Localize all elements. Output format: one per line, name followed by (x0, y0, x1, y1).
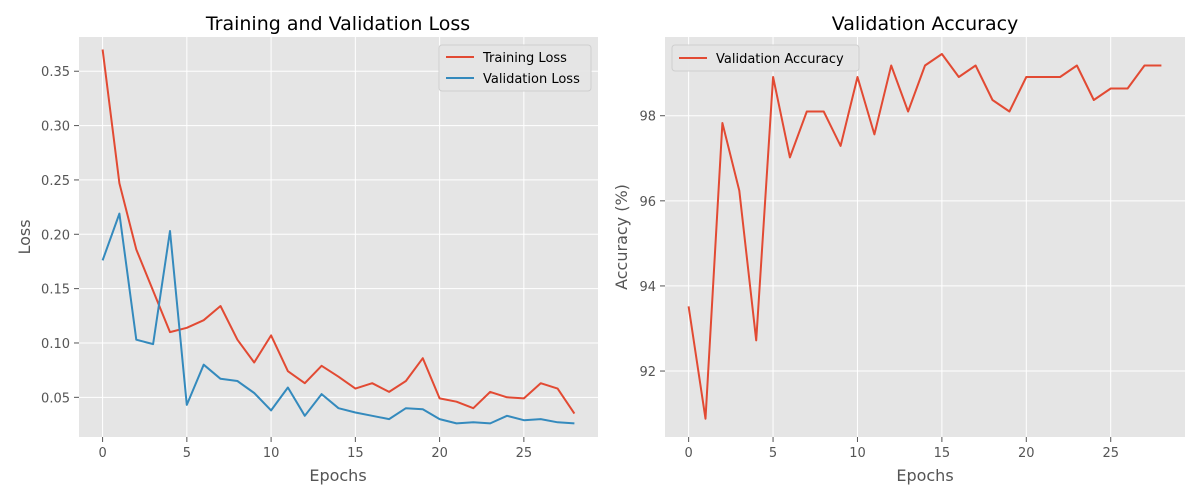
legend-label-validation-loss: Validation Loss (483, 72, 580, 87)
y-tick-label: 98 (639, 110, 656, 125)
legend: Training Loss Validation Loss (438, 44, 592, 92)
x-tick-label: 25 (516, 446, 533, 461)
x-tick-label: 10 (849, 446, 866, 461)
y-tick-label: 0.30 (41, 120, 70, 135)
chart-title: Validation Accuracy (832, 13, 1019, 35)
x-tick-label: 5 (183, 446, 191, 461)
x-tick-label: 0 (98, 446, 106, 461)
loss-chart: Training and Validation Loss 0 5 10 15 20 25 … (15, 13, 598, 485)
y-tick-label: 92 (639, 365, 656, 380)
y-tick-label: 0.15 (41, 283, 70, 298)
y-tick-label: 0.10 (41, 337, 70, 352)
legend: Validation Accuracy (671, 44, 860, 72)
y-axis-ticks: 92 94 96 98 (639, 110, 665, 380)
grid-lines (665, 37, 1185, 437)
x-tick-label: 5 (769, 446, 777, 461)
legend-box (671, 44, 860, 72)
y-tick-label: 0.25 (41, 174, 70, 189)
chart-title: Training and Validation Loss (205, 13, 470, 35)
series-line-validation-accuracy (687, 53, 1162, 420)
legend-label-validation-accuracy: Validation Accuracy (716, 52, 844, 67)
x-axis-ticks: 0 5 10 15 20 25 (684, 437, 1119, 461)
x-tick-label: 20 (431, 446, 448, 461)
y-tick-label: 96 (639, 195, 656, 210)
y-tick-label: 0.35 (41, 65, 70, 80)
series-line-training-loss (101, 49, 576, 415)
x-axis-label: Epochs (896, 466, 953, 485)
y-tick-label: 0.05 (41, 391, 70, 406)
plot-area (79, 37, 598, 437)
x-tick-label: 15 (347, 446, 364, 461)
x-tick-label: 0 (684, 446, 692, 461)
x-tick-label: 15 (934, 446, 951, 461)
x-tick-label: 20 (1018, 446, 1035, 461)
y-axis-label: Loss (15, 219, 34, 254)
x-axis-label: Epochs (309, 466, 366, 485)
x-tick-label: 25 (1102, 446, 1119, 461)
y-tick-label: 94 (639, 280, 656, 295)
legend-box (438, 44, 592, 92)
x-axis-ticks: 0 5 10 15 20 25 (98, 437, 532, 461)
series-lines (687, 53, 1162, 420)
series-lines (101, 49, 576, 425)
y-axis-ticks: 0.05 0.10 0.15 0.20 0.25 0.30 0.35 (41, 65, 79, 406)
accuracy-chart: Validation Accuracy 0 5 10 15 20 25 92949698 … (612, 13, 1185, 485)
legend-label-training-loss: Training Loss (482, 51, 567, 66)
plot-area (665, 37, 1185, 437)
series-line-validation-loss (101, 212, 575, 425)
y-axis-label: Accuracy (%) (612, 184, 631, 290)
grid-lines (79, 37, 598, 437)
y-tick-label: 0.20 (41, 228, 70, 243)
x-tick-label: 10 (263, 446, 280, 461)
